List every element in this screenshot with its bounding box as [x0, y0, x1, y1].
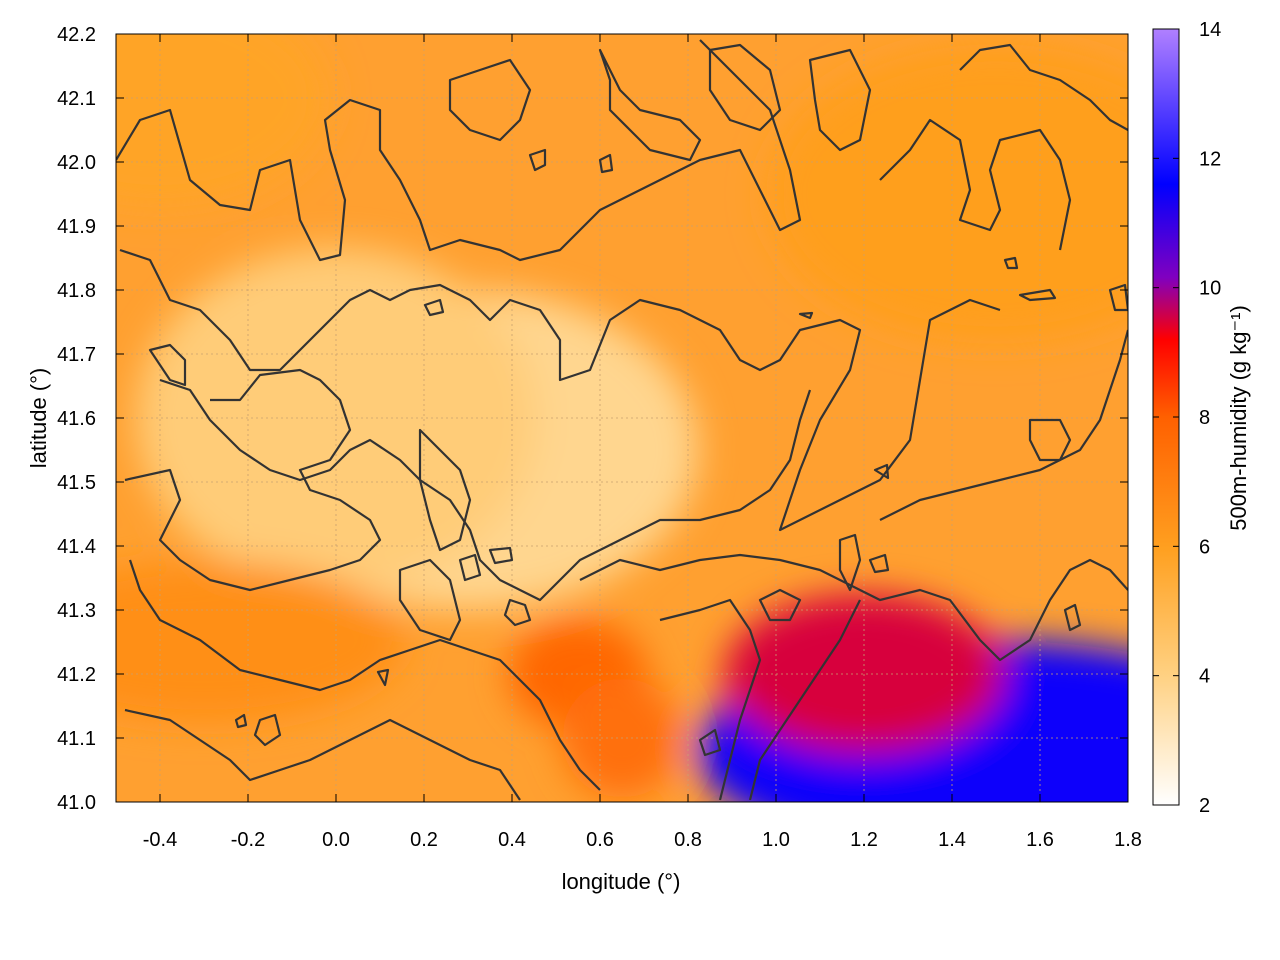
y-tick-label: 41.1 [57, 728, 96, 750]
contour-line [1108, 283, 1128, 312]
y-tick-label: 41.8 [57, 280, 96, 302]
contour-line [708, 43, 782, 132]
contour-line [808, 48, 872, 152]
field-region [116, 562, 404, 722]
x-tick-label: -0.2 [231, 829, 265, 851]
contour-line [579, 553, 1128, 662]
x-tick-label: 0.6 [586, 829, 614, 851]
contour-line [124, 368, 382, 592]
y-tick-label: 41.6 [57, 408, 96, 430]
contour-line [234, 713, 248, 729]
x-tick-label: 1.0 [762, 829, 790, 851]
y-tick-label: 41.9 [57, 216, 96, 238]
x-axis: -0.4 -0.2 0.0 0.2 0.4 0.6 0.8 1.0 1.2 1.4 1.6 1.8 [143, 34, 1142, 851]
contour-line [1063, 603, 1082, 632]
contour-line [748, 599, 861, 801]
contour-line [253, 713, 282, 747]
contour-line [598, 153, 614, 174]
y-tick-label: 41.2 [57, 664, 96, 686]
y-tick-label: 41.3 [57, 600, 96, 622]
colorbar-label: 500m-humidity (g kg⁻¹) [1226, 305, 1251, 531]
contour-line [1028, 418, 1072, 462]
x-tick-label: 1.2 [850, 829, 878, 851]
contour-line [418, 428, 472, 552]
contour-line [528, 148, 547, 172]
contour-line [159, 378, 812, 602]
contour-line [124, 708, 521, 801]
x-tick-label: 1.6 [1026, 829, 1054, 851]
colorbar-tick-label: 12 [1199, 148, 1221, 170]
contour-line [798, 311, 814, 320]
contour-line [148, 343, 187, 387]
contour-line [376, 668, 390, 687]
x-tick-label: 0.8 [674, 829, 702, 851]
contour-line [398, 558, 462, 642]
contour-line [448, 58, 532, 142]
colorbar-tick-label: 10 [1199, 278, 1221, 300]
x-tick-label: 0.4 [498, 829, 526, 851]
y-axis-label: latitude (°) [26, 368, 51, 469]
colorbar: 2 4 6 8 10 12 14 500m-humidity (g kg⁻¹) [1152, 19, 1251, 817]
y-tick-label: 41.4 [57, 536, 96, 558]
y-tick-label: 42.0 [57, 152, 96, 174]
y-tick-label: 42.1 [57, 88, 96, 110]
contour-line [1018, 288, 1057, 302]
x-tick-label: 0.2 [410, 829, 438, 851]
x-axis-label: longitude (°) [562, 869, 681, 894]
contour-line [868, 553, 890, 574]
contour-line [458, 553, 482, 582]
y-tick-label: 41.5 [57, 472, 96, 494]
contour-line [873, 463, 890, 480]
contour-line [488, 546, 514, 565]
x-tick-label: 1.4 [938, 829, 966, 851]
humidity-field [116, 34, 1128, 802]
contour-line [659, 598, 762, 801]
x-tick-label: 0.0 [322, 829, 350, 851]
contour-line [116, 39, 802, 262]
colorbar-tick-label: 4 [1199, 666, 1210, 688]
contour-line [128, 559, 601, 791]
y-tick-label: 41.0 [57, 792, 96, 814]
y-tick-label: 42.2 [57, 24, 96, 46]
y-tick-label: 41.7 [57, 344, 96, 366]
field-blobs [116, 34, 1128, 802]
colorbar-tick-label: 2 [1199, 795, 1210, 817]
y-axis: 41.0 41.1 41.2 41.3 41.4 41.5 41.6 41.7 41.8 41.9… [57, 24, 1128, 814]
x-tick-label: -0.4 [143, 829, 177, 851]
contour-line [598, 48, 702, 162]
colorbar-tick-label: 8 [1199, 407, 1210, 429]
contour-line [758, 588, 802, 622]
colorbar-tick-label: 14 [1199, 19, 1221, 41]
contour-line [1003, 256, 1019, 270]
contour-line [503, 598, 532, 627]
contour-line [879, 118, 1072, 251]
contour-line [698, 728, 722, 757]
field-region [766, 44, 1128, 344]
colorbar-ticks: 2 4 6 8 10 12 14 [1153, 19, 1221, 817]
grid-lines [116, 34, 1128, 802]
contour-line [838, 533, 862, 592]
contour-line [959, 43, 1128, 131]
colorbar-tick-label: 6 [1199, 536, 1210, 558]
contour-line [423, 298, 445, 317]
plot-area [115, 33, 1129, 803]
x-tick-label: 1.8 [1114, 829, 1142, 851]
contour-line [119, 248, 1001, 532]
humidity-contours [116, 39, 1128, 801]
